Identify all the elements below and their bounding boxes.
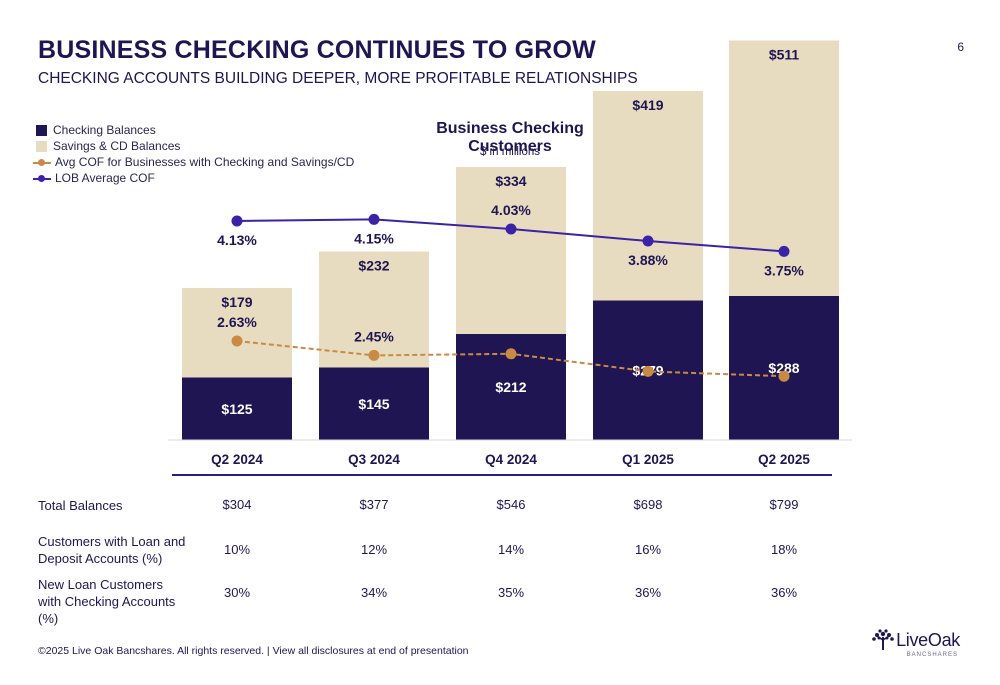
lob-cof-data-label: 3.75% (764, 262, 804, 278)
avg-cof-data-label: 2.63% (217, 314, 257, 330)
legend-swatch-savings (36, 140, 47, 152)
data-label-savings: $334 (495, 173, 526, 189)
lob-cof-data-label: 4.13% (217, 232, 257, 248)
table-row-label: Customers with Loan and Deposit Accounts… (38, 534, 186, 566)
data-label-checking: $212 (495, 379, 526, 395)
table-cell: 16% (634, 542, 662, 557)
logo-subtext: BANCSHARES (906, 652, 958, 658)
avg-cof-point (231, 335, 243, 347)
chart-units: $ in millions (479, 146, 541, 158)
table-cell: 18% (770, 542, 798, 557)
chart-title: Business Checking Customers (436, 120, 584, 155)
table-row-label: New Loan Customers with Checking Account… (38, 577, 176, 626)
legend-item-checking: Checking Balances (36, 122, 354, 138)
data-label-savings: $419 (632, 97, 663, 113)
x-tick-label: Q1 2025 (622, 452, 674, 467)
page-number: 6 (957, 40, 964, 54)
table-cell: 10% (223, 542, 251, 557)
table-cell: 30% (223, 585, 251, 600)
avg-cof-point (505, 348, 517, 360)
table-cell: 14% (497, 542, 525, 557)
legend-label: Savings & CD Balances (53, 139, 181, 153)
company-logo: LiveOak BANCSHARES (870, 628, 960, 658)
avg-cof-data-label: 2.47% (491, 365, 531, 381)
table-cell: $799 (769, 497, 799, 512)
bar-checking (182, 377, 292, 440)
x-tick-label: Q3 2024 (348, 452, 400, 467)
lob-cof-point (642, 235, 654, 247)
lob-cof-data-label: 3.88% (628, 252, 668, 268)
data-label-checking: $145 (358, 396, 389, 412)
avg-cof-point (778, 370, 790, 382)
table-cell: 35% (497, 585, 525, 600)
x-tick-label: Q4 2024 (485, 452, 537, 467)
page-title: BUSINESS CHECKING CONTINUES TO GROW (38, 36, 596, 64)
table-cell: $546 (496, 497, 526, 512)
x-tick-label: Q2 2024 (211, 452, 263, 467)
table-cell: $377 (359, 497, 389, 512)
legend-item-lob-cof: LOB Average COF (33, 170, 354, 186)
data-label-savings: $179 (221, 294, 252, 310)
data-label-checking: $288 (768, 360, 799, 376)
legend-item-avg-cof: Avg COF for Businesses with Checking and… (33, 154, 355, 170)
oak-tree-icon (872, 629, 894, 650)
table-cell: 36% (770, 585, 798, 600)
data-label-checking: $125 (221, 401, 252, 417)
lob-cof-point (505, 223, 517, 235)
x-tick-label: Q2 2025 (758, 452, 810, 467)
bar-savings (182, 288, 292, 378)
legend-label: LOB Average COF (55, 171, 155, 185)
legend-label: Checking Balances (53, 123, 156, 137)
legend-swatch-avg-cof (33, 157, 51, 168)
logo-wordmark: LiveOak (896, 629, 960, 650)
bar-checking (319, 367, 429, 440)
bar-savings (729, 40, 839, 296)
legend-swatch-lob-cof (33, 173, 51, 184)
bar-savings (456, 167, 566, 334)
table-cell: $698 (633, 497, 663, 512)
avg-cof-data-label: 2.19% (764, 349, 804, 365)
data-label-savings: $232 (358, 258, 389, 274)
chart-legend: Checking Balances Savings & CD Balances … (33, 122, 355, 186)
lob-cof-data-label: 4.03% (491, 202, 531, 218)
data-label-savings: $511 (769, 47, 800, 63)
avg-cof-data-label: 2.45% (354, 328, 394, 344)
legend-item-savings: Savings & CD Balances (36, 138, 354, 154)
table-row-label: Total Balances (38, 498, 123, 513)
table-cell: 36% (634, 585, 662, 600)
bar-checking (729, 296, 839, 440)
avg-cof-data-label: 2.25% (628, 342, 668, 358)
legend-swatch-checking (36, 124, 47, 136)
bar-savings (319, 251, 429, 368)
bar-savings (593, 91, 703, 301)
lob-cof-point (368, 213, 380, 225)
page-subtitle: CHECKING ACCOUNTS BUILDING DEEPER, MORE … (38, 70, 638, 87)
table-cell: $304 (222, 497, 252, 512)
legend-label: Avg COF for Businesses with Checking and… (55, 155, 355, 169)
table-cell: 34% (360, 585, 388, 600)
avg-cof-point (642, 365, 654, 377)
lob-cof-data-label: 4.15% (354, 230, 394, 246)
lob-cof-point (778, 245, 790, 257)
lob-cof-point (231, 215, 243, 227)
table-cell: 12% (360, 542, 388, 557)
footer-disclaimer: ©2025 Live Oak Bancshares. All rights re… (38, 645, 469, 657)
avg-cof-point (368, 349, 380, 361)
